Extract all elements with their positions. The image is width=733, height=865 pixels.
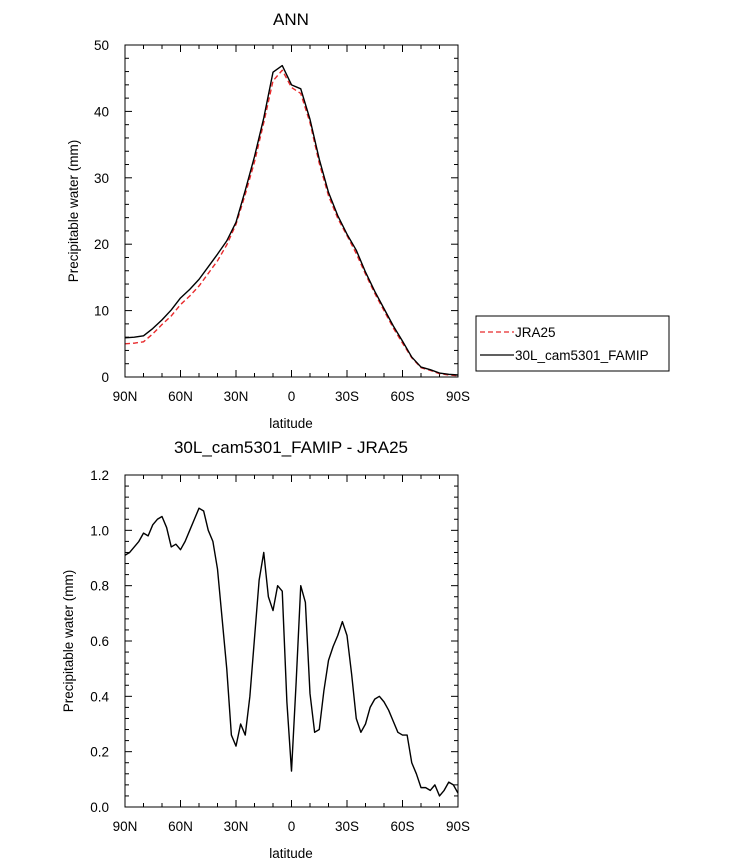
top-chart-series xyxy=(124,64,459,377)
x-tick-label: 60S xyxy=(390,389,414,404)
x-tick-label: 60N xyxy=(168,819,193,834)
x-tick-label: 30S xyxy=(335,819,359,834)
y-tick-label: 0.4 xyxy=(90,689,109,704)
y-tick-label: 0.8 xyxy=(90,579,109,594)
y-tick-label: 40 xyxy=(94,104,109,119)
y-tick-label: 20 xyxy=(94,237,109,252)
legend-label-cam5301: 30L_cam5301_FAMIP xyxy=(515,348,649,363)
top-plot-frame xyxy=(124,44,459,378)
x-tick-label: 30N xyxy=(224,389,249,404)
x-tick-label: 90N xyxy=(113,389,138,404)
bottom-y-axis-label: Precipitable water (mm) xyxy=(61,570,76,713)
series-line-30l-cam5301-famip xyxy=(124,64,459,376)
y-tick-label: 1.2 xyxy=(90,468,109,483)
x-tick-label: 90S xyxy=(446,389,470,404)
x-tick-label: 0 xyxy=(288,389,296,404)
y-tick-label: 0.6 xyxy=(90,634,109,649)
legend: JRA25 30L_cam5301_FAMIP xyxy=(475,315,670,372)
x-tick-label: 60N xyxy=(168,389,193,404)
y-tick-label: 1.0 xyxy=(90,523,109,538)
top-chart: ANN 90N 60N 30N 0 30S 60S 90S 0 10 20 30 40 50 latit… xyxy=(66,10,470,431)
bottom-plot-frame xyxy=(124,474,459,808)
x-tick-label: 0 xyxy=(288,819,296,834)
bottom-chart-ticks: 90N 60N 30N 0 30S 60S 90S 0.0 0.2 0.4 0.6 0.8 1.0 1.2 xyxy=(90,468,470,834)
top-chart-ticks: 90N 60N 30N 0 30S 60S 90S 0 10 20 30 40 50 xyxy=(94,38,470,404)
x-tick-label: 60S xyxy=(390,819,414,834)
top-x-axis-label: latitude xyxy=(269,416,313,431)
series-line-difference xyxy=(124,507,459,797)
bottom-x-axis-label: latitude xyxy=(269,846,313,861)
y-tick-label: 0.0 xyxy=(90,800,109,815)
bottom-chart: 30L_cam5301_FAMIP - JRA25 90N 60N 30N 0 30S 6… xyxy=(61,438,470,861)
x-tick-label: 90S xyxy=(446,819,470,834)
y-tick-label: 30 xyxy=(94,171,109,186)
x-tick-label: 30N xyxy=(224,819,249,834)
y-tick-label: 50 xyxy=(94,38,109,53)
legend-label-jra25: JRA25 xyxy=(515,325,556,340)
y-tick-label: 0 xyxy=(101,370,109,385)
series-line-jra25 xyxy=(124,69,459,377)
chart-title-top: ANN xyxy=(273,10,309,29)
y-tick-label: 0.2 xyxy=(90,745,109,760)
bottom-chart-series xyxy=(124,507,459,797)
x-tick-label: 90N xyxy=(113,819,138,834)
chart-title-bottom: 30L_cam5301_FAMIP - JRA25 xyxy=(174,438,408,457)
legend-box xyxy=(475,315,670,372)
top-y-axis-label: Precipitable water (mm) xyxy=(66,140,81,283)
y-tick-label: 10 xyxy=(94,304,109,319)
x-tick-label: 30S xyxy=(335,389,359,404)
